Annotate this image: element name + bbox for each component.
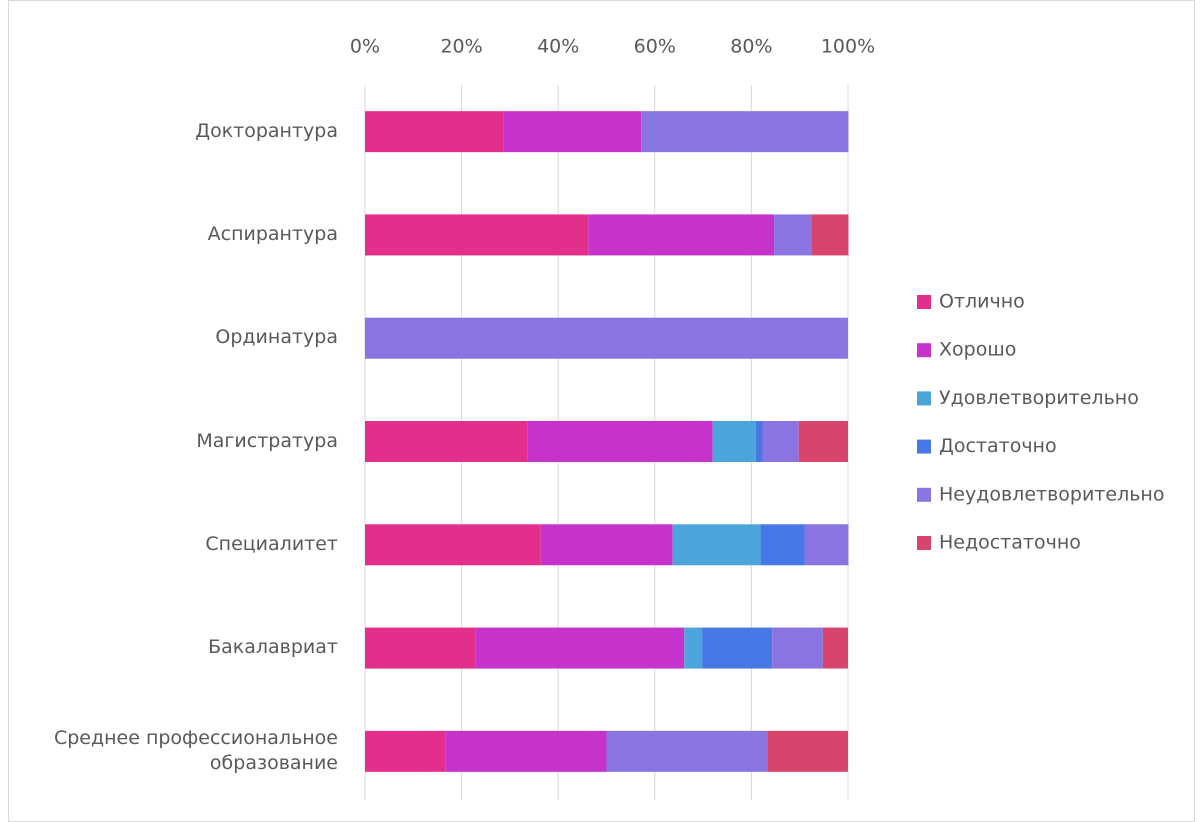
legend-swatch — [917, 391, 931, 406]
legend-label: Недостаточно — [939, 532, 1081, 554]
legend-label: Хорошо — [939, 339, 1016, 361]
legend-label: Отлично — [939, 291, 1025, 313]
category-label: Специалитет — [205, 532, 338, 555]
bar-segment — [445, 730, 607, 772]
x-tick-label: 100% — [821, 36, 875, 58]
bar-segment — [365, 524, 541, 566]
bar-segment — [822, 627, 848, 669]
bar-segment — [772, 627, 823, 669]
bar-segment — [540, 524, 673, 566]
category-label: Среднее профессиональное образование — [53, 726, 338, 775]
legend-swatch — [917, 295, 931, 309]
bar-segment — [365, 111, 504, 153]
bar-segment — [365, 730, 446, 772]
x-tick-label: 80% — [730, 36, 772, 58]
bar-segment — [767, 730, 848, 772]
legend-label: Неудовлетворительно — [939, 483, 1164, 505]
bar-segment — [365, 214, 589, 256]
bar-segment — [702, 627, 773, 669]
bar-segment — [365, 421, 528, 462]
x-tick-label: 60% — [634, 36, 676, 58]
bar-segment — [798, 421, 848, 462]
y-tick-label: Специалитет — [205, 532, 338, 555]
legend-swatch — [917, 487, 931, 502]
category-label: Докторантура — [195, 119, 338, 142]
y-tick-label: Ординатура — [215, 326, 338, 349]
y-tick-label: Среднее профессиональное образование — [53, 726, 338, 775]
category-label: Бакалавриат — [208, 636, 338, 659]
y-tick-label: Магистратура — [196, 429, 338, 452]
bar-segment — [760, 524, 805, 566]
bar-segment — [762, 421, 799, 462]
category-label: Аспирантура — [207, 223, 338, 246]
legend-label: Достаточно — [939, 435, 1057, 457]
bar-segment — [672, 524, 761, 566]
bar-segment — [588, 214, 775, 256]
bar-segment — [365, 627, 476, 669]
y-tick-label: Бакалавриат — [208, 636, 338, 659]
x-tick-label: 20% — [440, 36, 482, 58]
bar-segment — [475, 627, 685, 669]
legend-label: Удовлетворительно — [939, 387, 1139, 409]
bar-segment — [712, 421, 756, 462]
bar-segment — [641, 111, 849, 153]
category-label: Ординатура — [215, 326, 338, 349]
legend-swatch — [917, 536, 931, 550]
bar-segment — [527, 421, 713, 462]
category-label: Магистратура — [196, 429, 338, 452]
x-tick-label: 0% — [350, 36, 380, 58]
bar-segment — [365, 317, 848, 359]
bar-segment — [503, 111, 642, 153]
legend-swatch — [917, 439, 931, 454]
bar-segment — [811, 214, 849, 256]
bar-segment — [774, 214, 812, 256]
y-tick-label: Аспирантура — [207, 223, 338, 246]
bar-segment — [606, 730, 768, 772]
bar-segment — [684, 627, 703, 669]
bar-segment — [804, 524, 849, 566]
bar-segment — [755, 421, 763, 462]
legend-swatch — [917, 343, 931, 358]
x-tick-label: 40% — [537, 36, 579, 58]
y-tick-label: Докторантура — [195, 119, 338, 142]
